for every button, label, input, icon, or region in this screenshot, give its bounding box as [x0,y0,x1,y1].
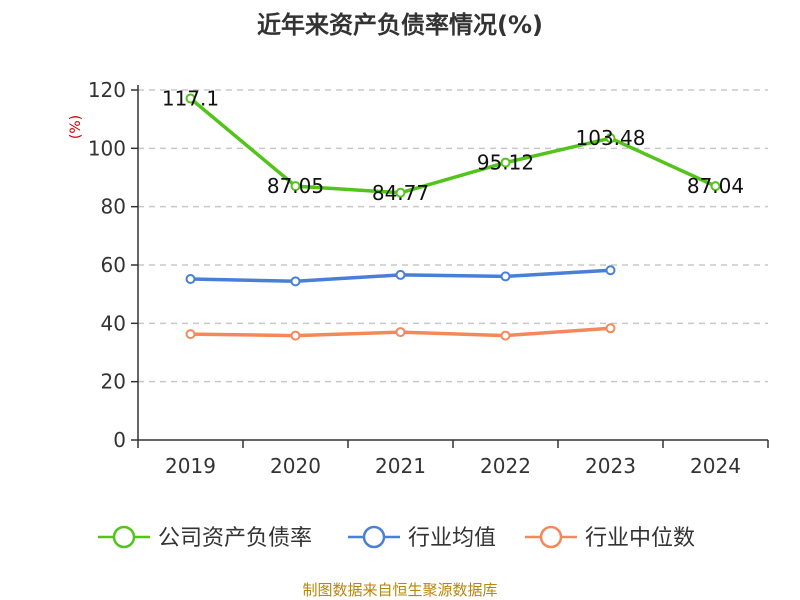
y-tick-label: 0 [113,428,126,452]
x-tick-label: 2019 [165,454,216,478]
data-label: 117.1 [162,86,219,110]
data-point[interactable] [185,329,196,340]
data-point[interactable] [605,323,616,334]
y-tick-label: 80 [101,195,126,219]
source-note: 制图数据来自恒生聚源数据库 [302,581,497,599]
data-label: 87.05 [267,174,324,198]
data-point[interactable] [605,133,616,144]
legend[interactable]: 公司资产负债率 行业均值 行业中位数 [98,525,695,551]
data-point[interactable] [500,271,511,282]
data-point[interactable] [395,187,406,198]
y-axis-label: (%) [68,115,84,139]
data-point[interactable] [605,265,616,276]
x-tick-label: 2022 [480,454,531,478]
legend-item-0[interactable]: 公司资产负债率 [98,525,312,551]
chart-title: 近年来资产负债率情况(%) [257,11,543,39]
legend-marker [539,525,563,549]
y-tick-label: 20 [101,370,126,394]
data-point[interactable] [710,181,721,192]
data-point[interactable] [395,327,406,338]
x-tick-label: 2021 [375,454,426,478]
data-labels: 117.1 87.05 84.77 95.12 103.48 87.04 [162,86,744,204]
data-point[interactable] [290,276,301,287]
legend-label: 公司资产负债率 [158,526,312,551]
axes: 0 20 40 60 80 100 120 2019 2020 2021 2022 2023 2024 [88,78,769,478]
data-label: 95.12 [477,151,534,175]
data-point[interactable] [500,157,511,168]
legend-label: 行业中位数 [585,526,695,551]
data-label: 87.04 [687,174,744,198]
legend-marker [362,525,386,549]
data-point[interactable] [395,269,406,280]
data-point[interactable] [500,330,511,341]
data-point[interactable] [290,181,301,192]
data-point[interactable] [290,330,301,341]
data-point[interactable] [185,93,196,104]
y-tick-label: 40 [101,311,126,335]
data-label: 103.48 [576,126,646,150]
legend-item-2[interactable]: 行业中位数 [525,525,695,551]
x-tick-label: 2020 [270,454,321,478]
y-tick-label: 60 [101,253,126,277]
grid [138,89,768,383]
data-point[interactable] [185,274,196,284]
data-label: 84.77 [372,181,429,205]
legend-label: 行业均值 [408,526,496,551]
x-tick-label: 2024 [690,454,741,478]
series-group [185,93,721,341]
series-line-0 [189,97,717,195]
y-tick-label: 120 [88,78,126,102]
y-tick-label: 100 [88,136,126,160]
x-tick-label: 2023 [585,454,636,478]
legend-marker [112,525,136,549]
legend-item-1[interactable]: 行业均值 [348,525,496,551]
